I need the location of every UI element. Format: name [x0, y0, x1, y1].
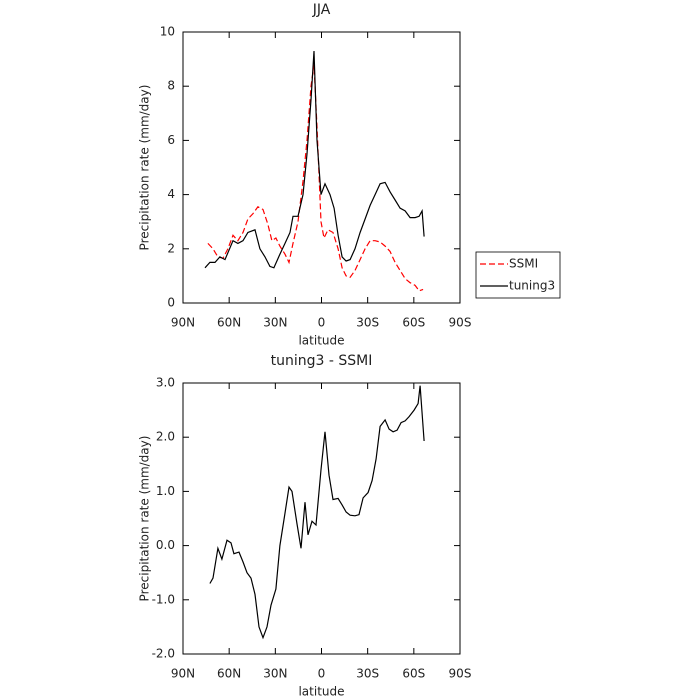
x-axis-label: latitude — [298, 334, 344, 348]
y-tick-label: 6 — [167, 133, 175, 147]
chart-title: tuning3 - SSMI — [271, 353, 373, 369]
y-tick-label: 3.0 — [156, 376, 175, 390]
legend-box — [475, 251, 561, 299]
y-tick-label: 4 — [167, 187, 175, 201]
data-line — [209, 385, 425, 640]
chart-title: JJA — [312, 2, 331, 18]
y-tick-label: 10 — [160, 25, 175, 39]
x-tick-label: 60N — [217, 667, 241, 681]
x-tick-label: 60N — [217, 316, 241, 330]
y-tick-label: -2.0 — [152, 647, 175, 661]
x-tick-label: 90S — [449, 316, 472, 330]
x-tick-label: 30N — [263, 667, 287, 681]
x-axis-label: latitude — [298, 685, 344, 699]
plot-frame — [182, 382, 461, 655]
y-tick-label: 8 — [167, 79, 175, 93]
legend-label: SSMI — [509, 257, 538, 271]
y-tick-label: 2.0 — [156, 430, 175, 444]
y-tick-label: 2 — [167, 241, 175, 255]
plot-frame — [182, 31, 461, 304]
y-tick-label: -1.0 — [152, 592, 175, 606]
x-tick-label: 90S — [449, 667, 472, 681]
x-tick-label: 30S — [356, 667, 379, 681]
x-tick-label: 30S — [356, 316, 379, 330]
y-axis-label: Precipitation rate (mm/day) — [138, 85, 152, 251]
data-line — [204, 50, 425, 269]
x-tick-label: 0 — [318, 667, 326, 681]
x-tick-label: 0 — [318, 316, 326, 330]
y-tick-label: 0.0 — [156, 538, 175, 552]
y-tick-label: 0 — [167, 296, 175, 310]
y-axis-label: Precipitation rate (mm/day) — [138, 436, 152, 602]
x-tick-label: 60S — [402, 667, 425, 681]
x-tick-label: 60S — [402, 316, 425, 330]
y-tick-label: 1.0 — [156, 484, 175, 498]
legend-label: tuning3 — [509, 279, 555, 293]
x-tick-label: 90N — [171, 667, 195, 681]
x-tick-label: 30N — [263, 316, 287, 330]
x-tick-label: 90N — [171, 316, 195, 330]
